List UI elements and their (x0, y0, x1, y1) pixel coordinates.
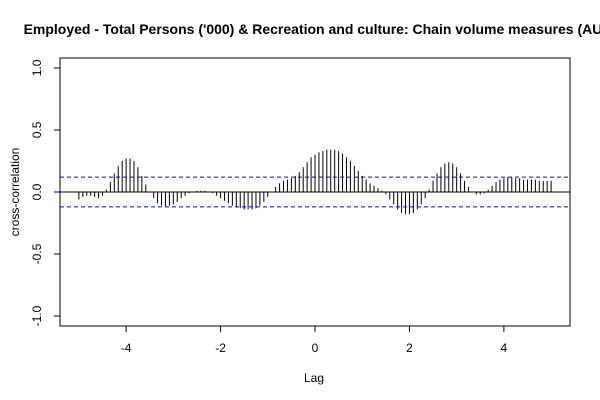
x-axis-label: Lag (304, 371, 324, 385)
x-tick-label: 0 (312, 341, 319, 355)
y-tick-label: 0.5 (30, 121, 44, 138)
x-tick-label: -2 (215, 341, 226, 355)
x-tick-label: -4 (121, 341, 132, 355)
chart-title: Employed - Total Persons ('000) & Recrea… (24, 21, 600, 37)
y-axis-label: cross-correlation (8, 148, 22, 237)
x-tick-label: 2 (406, 341, 413, 355)
y-tick-label: 0.0 (30, 183, 44, 200)
y-tick-label: -1.0 (30, 305, 44, 326)
y-tick-label: 1.0 (30, 59, 44, 76)
y-tick-label: -0.5 (30, 243, 44, 264)
x-tick-label: 4 (501, 341, 508, 355)
